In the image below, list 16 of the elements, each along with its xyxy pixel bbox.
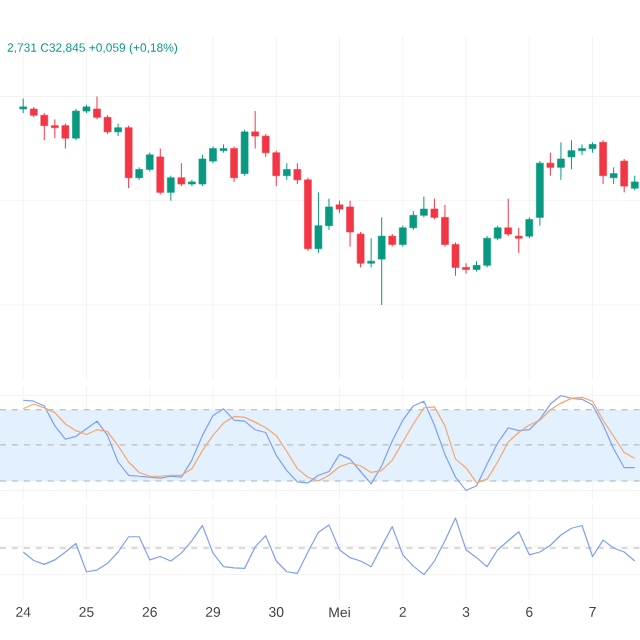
candlestick: [230, 145, 238, 183]
candlestick: [114, 123, 122, 137]
candlestick: [367, 237, 375, 268]
candlestick: [356, 231, 365, 268]
candlestick: [240, 129, 249, 177]
candlestick: [599, 139, 607, 185]
candlestick: [177, 162, 186, 187]
candlestick: [620, 158, 628, 193]
candlestick: [546, 152, 555, 177]
candlestick: [525, 216, 534, 239]
candlestick: [167, 175, 175, 202]
candlestick: [557, 141, 565, 181]
candlestick: [377, 216, 386, 306]
candlestick: [156, 148, 165, 195]
candlestick: [514, 227, 523, 254]
candlestick: [504, 198, 512, 237]
